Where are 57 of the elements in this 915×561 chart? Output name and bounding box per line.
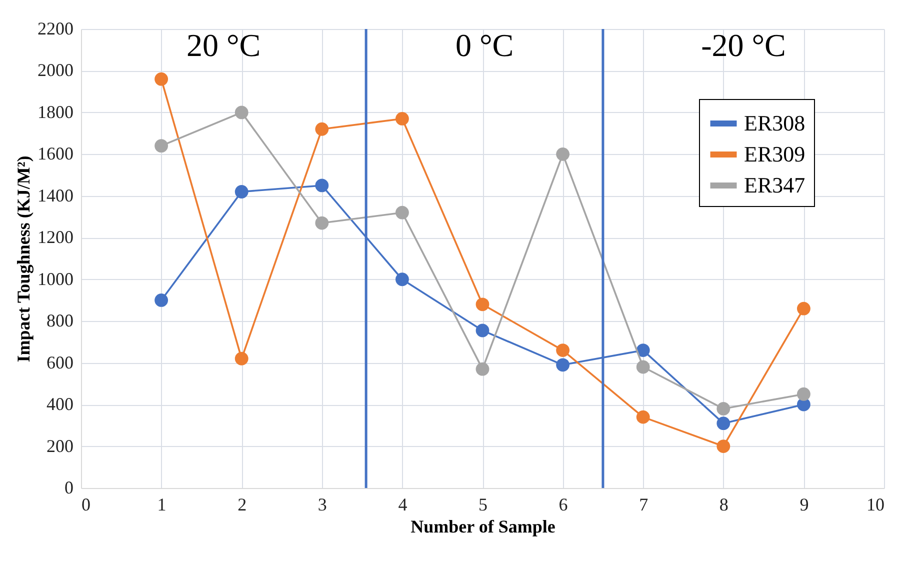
x-tick-label: 6	[558, 494, 568, 514]
point	[234, 185, 248, 198]
point	[636, 410, 650, 424]
point	[636, 360, 650, 374]
point	[556, 147, 570, 161]
y-axis-title: Impact Toughness (KJ/M²)	[14, 156, 34, 362]
point	[796, 387, 810, 401]
legend-label: ER308	[744, 110, 806, 136]
point	[234, 106, 248, 120]
y-tick-label: 600	[46, 352, 74, 372]
point	[716, 440, 730, 453]
x-tick-label: 3	[318, 494, 327, 514]
point	[395, 206, 409, 220]
y-tick-label: 1800	[38, 102, 74, 122]
point	[395, 272, 409, 286]
point	[315, 178, 329, 192]
x-tick-label: 7	[639, 494, 648, 514]
point	[154, 139, 168, 153]
point	[556, 344, 570, 357]
point	[556, 358, 570, 372]
point	[796, 302, 810, 316]
y-tick-label: 200	[46, 436, 74, 456]
legend-label: ER347	[744, 172, 806, 198]
annotation: 0 °C	[455, 27, 514, 63]
y-tick-label: 1000	[38, 268, 74, 289]
point	[716, 416, 730, 430]
point	[315, 122, 329, 136]
y-tick-label: 800	[46, 310, 74, 331]
point	[234, 352, 248, 366]
y-tick-label: 1600	[38, 144, 74, 164]
x-axis-title: Number of Sample	[410, 516, 556, 536]
y-tick-label: 1200	[38, 227, 74, 248]
point	[395, 112, 409, 126]
point	[476, 298, 490, 312]
y-tick-label: 400	[46, 394, 74, 414]
x-tick-label: 8	[719, 494, 728, 514]
point	[315, 216, 329, 230]
point	[716, 402, 730, 416]
x-tick-label: 4	[398, 494, 408, 514]
point	[154, 72, 168, 86]
point	[154, 294, 168, 307]
y-tick-label: 2200	[38, 18, 74, 38]
y-tick-label: 2000	[38, 60, 74, 80]
y-tick-label: 0	[64, 478, 74, 498]
y-tick-label: 1400	[38, 185, 74, 206]
point	[476, 362, 490, 376]
point	[476, 324, 490, 338]
x-tick-label: 0	[82, 494, 90, 514]
annotation: -20 °C	[701, 27, 786, 63]
point	[636, 344, 650, 357]
x-tick-label: 10	[866, 494, 884, 514]
x-tick-label: 1	[157, 494, 166, 514]
x-tick-label: 9	[800, 494, 809, 514]
legend-label: ER309	[744, 142, 806, 166]
x-tick-label: 5	[478, 494, 488, 514]
x-tick-label: 2	[238, 494, 247, 514]
annotation: 20 °C	[186, 27, 261, 63]
